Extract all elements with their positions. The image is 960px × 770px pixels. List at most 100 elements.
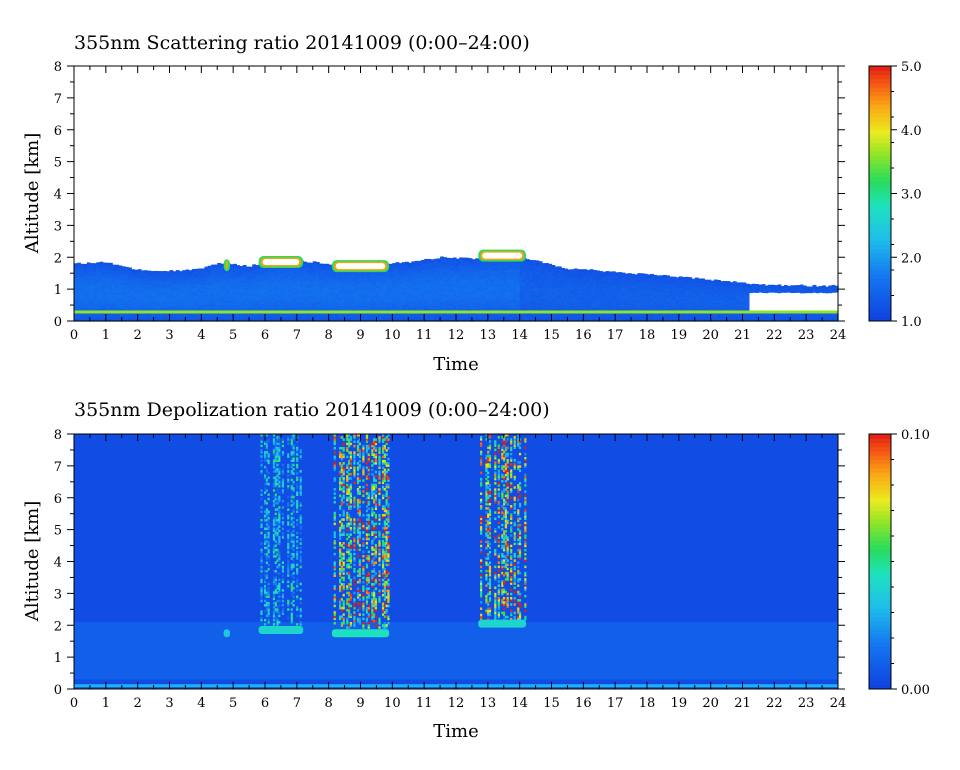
scattering-cell bbox=[249, 307, 253, 310]
scattering-cell bbox=[382, 316, 387, 319]
scattering-cell bbox=[338, 307, 342, 310]
scattering-cell bbox=[290, 287, 295, 290]
scattering-cell bbox=[128, 290, 132, 293]
scattering-cell bbox=[446, 272, 451, 275]
scattering-cell bbox=[325, 316, 330, 319]
scattering-cell bbox=[331, 284, 336, 287]
scattering-cell bbox=[357, 306, 362, 309]
scattering-cell bbox=[131, 313, 136, 316]
scattering-cell bbox=[456, 283, 460, 286]
scattering-cell bbox=[420, 285, 425, 289]
scattering-cell bbox=[191, 279, 196, 282]
scattering-cell bbox=[424, 271, 428, 274]
scattering-cell bbox=[331, 273, 336, 276]
scattering-cell bbox=[233, 285, 237, 288]
scattering-cell bbox=[242, 284, 247, 287]
scattering-cell bbox=[456, 302, 460, 305]
scattering-cell bbox=[344, 292, 349, 295]
scattering-cell bbox=[411, 306, 416, 309]
scattering-cell bbox=[424, 296, 428, 299]
scattering-cell bbox=[147, 299, 151, 302]
scattering-cell bbox=[373, 292, 378, 295]
scattering-cell bbox=[131, 280, 136, 283]
scattering-cell bbox=[268, 300, 272, 303]
scattering-cell bbox=[236, 318, 241, 321]
scattering-cell bbox=[217, 303, 222, 306]
scattering-cell bbox=[83, 298, 88, 301]
scattering-cell bbox=[121, 303, 126, 306]
scattering-cell bbox=[220, 282, 225, 285]
scattering-cell bbox=[229, 316, 234, 319]
scattering-cell bbox=[408, 284, 413, 287]
scattering-cell bbox=[172, 316, 177, 318]
scattering-cell bbox=[376, 294, 381, 297]
scattering-cell bbox=[239, 318, 244, 321]
scattering-cell bbox=[182, 295, 187, 298]
scattering-cell bbox=[420, 275, 425, 278]
scattering-cell bbox=[370, 275, 374, 278]
scattering-cell bbox=[188, 305, 193, 308]
scattering-cell bbox=[159, 294, 164, 297]
scattering-cell bbox=[163, 308, 167, 311]
scattering-cell bbox=[443, 265, 448, 268]
scattering-cell bbox=[207, 296, 212, 299]
scattering-cell bbox=[249, 299, 253, 302]
scattering-cell bbox=[239, 279, 244, 282]
scattering-cell bbox=[462, 295, 467, 298]
scattering-cell bbox=[271, 295, 276, 298]
scattering-cell bbox=[452, 314, 457, 317]
scattering-cell bbox=[236, 297, 241, 300]
scattering-cell bbox=[350, 289, 355, 292]
scattering-cell bbox=[105, 306, 110, 309]
scattering-cell bbox=[436, 258, 441, 261]
scattering-cell bbox=[357, 302, 362, 305]
scattering-cell bbox=[459, 300, 463, 303]
scattering-cell bbox=[207, 301, 212, 304]
scattering-cell bbox=[261, 313, 266, 316]
scattering-cell bbox=[366, 295, 371, 298]
scattering-cell bbox=[96, 296, 101, 299]
scattering-cell bbox=[315, 313, 320, 316]
scattering-cell bbox=[210, 294, 215, 297]
scattering-cell bbox=[156, 316, 161, 318]
scattering-cell bbox=[408, 280, 413, 283]
scattering-cell bbox=[172, 289, 177, 292]
scattering-cell bbox=[395, 309, 400, 312]
scattering-cell bbox=[309, 297, 314, 300]
scattering-cell bbox=[147, 279, 151, 282]
scattering-cell bbox=[112, 304, 116, 307]
scattering-cell bbox=[83, 288, 88, 291]
scattering-cell bbox=[153, 289, 158, 292]
scattering-cell bbox=[210, 273, 215, 276]
scattering-cell bbox=[140, 286, 145, 289]
scattering-cell bbox=[226, 315, 231, 318]
scattering-cell bbox=[134, 287, 139, 290]
scattering-cell bbox=[395, 287, 400, 290]
scattering-cell bbox=[405, 285, 409, 288]
scattering-cell bbox=[109, 297, 113, 300]
scattering-cell bbox=[443, 301, 448, 305]
scattering-cell bbox=[249, 276, 253, 279]
scattering-cell bbox=[398, 286, 403, 289]
scattering-cell bbox=[420, 317, 425, 321]
scattering-cell bbox=[166, 306, 171, 308]
scattering-cell bbox=[414, 271, 419, 274]
scattering-cell bbox=[124, 318, 129, 321]
scattering-cell bbox=[74, 279, 78, 282]
scattering-cell bbox=[443, 306, 448, 309]
scattering-cell bbox=[131, 286, 136, 288]
scattering-cell bbox=[268, 294, 272, 297]
scattering-cell bbox=[191, 274, 196, 277]
scattering-cell bbox=[376, 316, 381, 319]
scattering-cell bbox=[89, 263, 94, 266]
scattering-cell bbox=[96, 304, 101, 307]
scattering-cell bbox=[271, 301, 276, 304]
scattering-cell bbox=[401, 279, 406, 282]
scattering-cell bbox=[427, 274, 432, 277]
scattering-cell bbox=[452, 295, 457, 298]
scattering-cell bbox=[268, 298, 272, 301]
scattering-cell bbox=[194, 274, 199, 276]
scattering-cell bbox=[93, 286, 97, 289]
scattering-cell bbox=[233, 303, 237, 306]
scattering-cell bbox=[268, 276, 272, 279]
